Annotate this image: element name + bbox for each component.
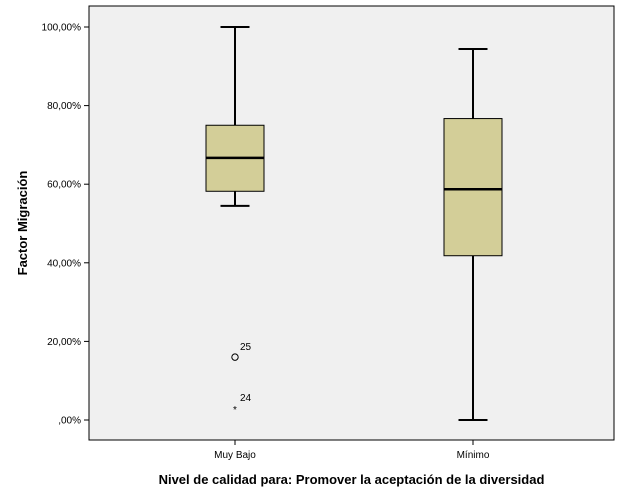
y-tick-label: ,00% [58, 416, 81, 427]
y-tick-label: 80,00% [47, 101, 81, 112]
x-tick-label: Muy Bajo [214, 450, 256, 461]
y-tick-label: 40,00% [47, 258, 81, 269]
y-axis: 100,00% 80,00% 60,00% 40,00% 20,00% ,00% [42, 23, 89, 427]
x-axis: Muy Bajo Mínimo [214, 440, 490, 461]
x-tick-label: Mínimo [457, 450, 490, 461]
boxes: 25 *24 [205, 26, 503, 421]
plot-area [88, 5, 615, 441]
y-tick-label: 60,00% [47, 180, 81, 191]
box-2 [443, 48, 503, 421]
outlier-star: * [233, 405, 237, 416]
iqr-box [443, 118, 503, 257]
y-tick-label: 100,00% [42, 23, 82, 34]
y-axis-title: Factor Migración [15, 171, 30, 276]
outlier-label: 25 [240, 342, 252, 353]
outlier-circle [231, 353, 239, 361]
box-1: 25 *24 [205, 26, 265, 416]
y-tick-label: 20,00% [47, 337, 81, 348]
x-axis-title: Nivel de calidad para: Promover la acept… [159, 472, 545, 487]
outlier-label: 24 [240, 393, 252, 404]
